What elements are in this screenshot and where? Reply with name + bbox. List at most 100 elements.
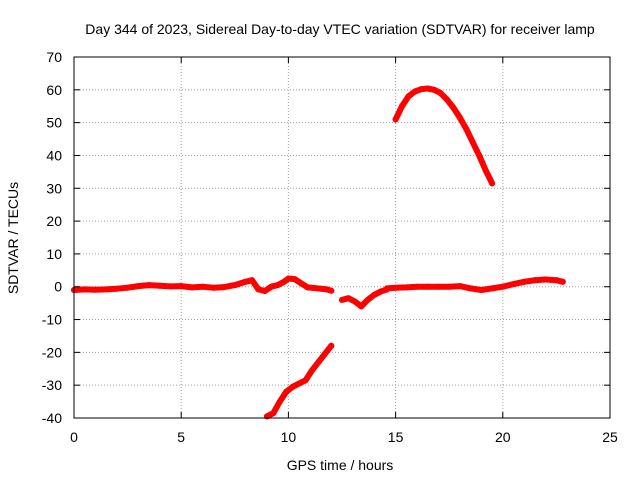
data-point [188,284,195,291]
data-point [553,277,560,284]
data-point [476,152,483,159]
data-point [435,283,442,290]
data-point [444,96,451,103]
y-tick-label: 50 [46,115,62,131]
data-point [450,104,457,111]
chart-title: Day 344 of 2023, Sidereal Day-to-day VTE… [85,21,595,37]
data-point [467,285,474,292]
y-tick-label: 10 [46,246,62,262]
data-point [315,359,322,366]
y-tick-label: 30 [46,180,62,196]
data-point [399,103,406,110]
data-point [135,283,142,290]
data-point [351,298,358,305]
data-point [364,296,371,303]
y-tick-label: 40 [46,147,62,163]
data-point [270,410,277,417]
data-point [424,85,431,92]
data-point [311,285,318,292]
data-point [274,282,281,289]
data-point [482,167,489,174]
data-point [289,383,296,390]
data-point [103,286,110,293]
data-point [414,283,421,290]
data-point [339,296,345,303]
data-point [298,280,305,287]
data-point [321,351,328,358]
data-point [281,278,288,285]
x-tick-label: 0 [70,429,78,445]
series-line-segment-5 [392,85,496,187]
data-point [304,284,311,291]
data-point [221,284,228,291]
data-point [489,180,496,187]
data-point [328,342,335,349]
data-point [456,283,463,290]
y-tick-label: -10 [42,312,62,328]
data-point [178,283,185,290]
data-point [255,286,262,293]
x-tick-label: 20 [495,429,511,445]
data-point [405,93,412,100]
data-point [291,276,298,283]
data-point [392,116,399,123]
data-point [276,398,283,405]
y-tick-label: -20 [42,344,62,360]
data-point [199,283,206,290]
data-point [308,367,315,374]
x-tick-label: 25 [602,429,618,445]
data-point [345,295,352,302]
data-point [261,287,268,294]
data-point [92,286,99,293]
x-tick-label: 5 [177,429,185,445]
y-tick-label: -30 [42,377,62,393]
data-series [71,85,566,420]
data-point [371,291,378,298]
data-point [456,114,463,121]
data-point [463,126,470,133]
data-point [231,282,238,289]
y-tick-label: 20 [46,213,62,229]
data-point [358,303,365,310]
plot-frame [73,56,611,419]
data-point [283,388,290,395]
data-point [437,90,444,97]
data-point [531,277,538,284]
data-point [489,285,496,292]
data-point [242,278,249,285]
axis-ticks: 0 5 10 15 20 25 -40 -30 -20 -10 0 10 20 30 40 50 60 70 [42,49,618,445]
data-point [392,284,399,291]
y-tick-label: 0 [54,279,62,295]
data-point [328,287,335,294]
data-point [521,278,528,285]
data-point [146,282,153,289]
data-point [124,284,131,291]
x-tick-label: 15 [388,429,404,445]
data-point [403,284,410,291]
data-point [411,88,418,95]
data-point [559,278,566,285]
data-point [431,86,438,93]
data-point [510,281,517,288]
data-point [446,283,453,290]
y-tick-label: 60 [46,82,62,98]
data-point [296,380,303,387]
data-point [317,285,324,292]
data-point [210,284,217,291]
data-point [469,139,476,146]
data-point [377,288,384,295]
data-point [81,286,88,293]
y-tick-label: 70 [46,49,62,65]
data-point [424,283,431,290]
data-point [268,283,275,290]
data-point [478,287,485,294]
data-point [418,86,425,93]
data-point [113,285,120,292]
data-point [499,283,506,290]
y-axis-label: SDTVAR / TECUs [5,182,21,294]
data-point [156,282,163,289]
data-point [285,275,292,282]
x-axis-label: GPS time / hours [287,457,394,473]
